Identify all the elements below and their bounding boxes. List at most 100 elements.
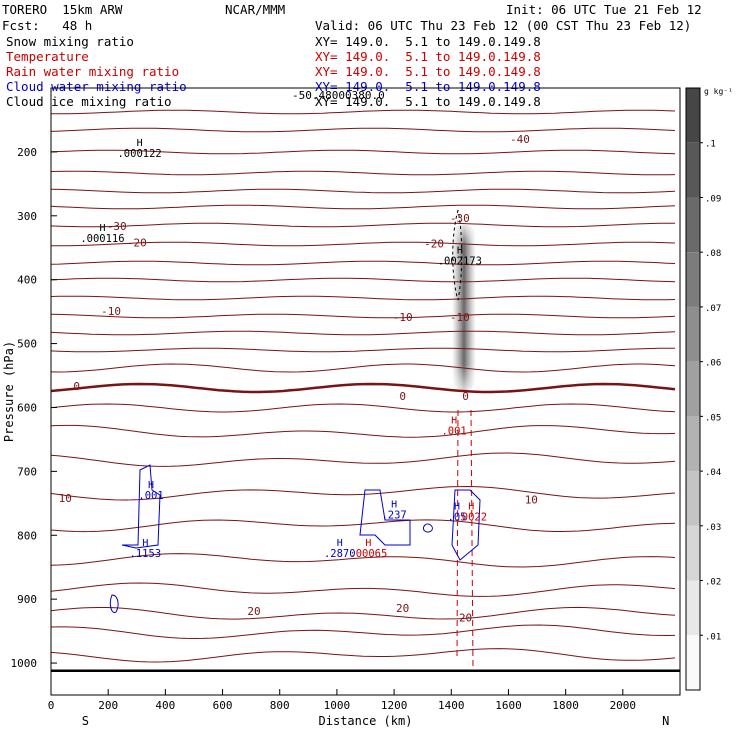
x-tick-label: 200 xyxy=(98,699,118,712)
temperature-label: -40 xyxy=(510,133,530,146)
colorbar-segment xyxy=(686,197,700,253)
temperature-label: 20 xyxy=(459,612,472,625)
colorbar-segment xyxy=(686,471,700,526)
isotherm-line xyxy=(51,313,676,319)
isotherm-line xyxy=(51,403,676,413)
y-tick-label: 900 xyxy=(17,593,37,606)
colorbar-segment xyxy=(686,525,700,581)
rain-contour xyxy=(456,409,459,661)
maximum-h-marker: H xyxy=(99,223,105,234)
maximum-h-marker: H xyxy=(454,502,460,513)
isotherm-line xyxy=(51,204,676,210)
y-axis-label: Pressure (hPa) xyxy=(2,341,16,442)
rain-contour xyxy=(470,409,474,671)
x-tick-label: 1800 xyxy=(552,699,579,712)
temperature-label: -10 xyxy=(393,311,413,324)
temperature-label: 20 xyxy=(247,605,260,618)
x-end-label-left: S xyxy=(82,714,89,728)
colorbar-tick-label: .04 xyxy=(705,468,721,478)
isotherm-line xyxy=(51,485,676,501)
valid-time: Valid: 06 UTC Thu 23 Feb 12 (00 CST Thu … xyxy=(315,18,692,33)
maximum-value-label: .2870 xyxy=(324,548,356,560)
field-xy-snow: XY= 149.0. 5.1 to 149.0.149.8 xyxy=(315,34,541,49)
field-xy-temperature: XY= 149.0. 5.1 to 149.0.149.8 xyxy=(315,49,541,64)
isotherm-line xyxy=(51,347,675,353)
isotherm-line xyxy=(51,452,676,467)
temperature-label: 20 xyxy=(396,602,409,615)
colorbar-segment xyxy=(686,142,700,198)
colorbar-segment xyxy=(686,416,700,472)
isotherm-line xyxy=(51,424,676,438)
colorbar-unit: g kg⁻¹ xyxy=(704,87,733,96)
colorbar-segment xyxy=(686,88,700,143)
temperature-label: 10 xyxy=(59,492,72,505)
maximum-value-label: .000116 xyxy=(80,233,124,245)
isotherm-line xyxy=(51,149,676,155)
colorbar-tick-label: .07 xyxy=(705,304,721,314)
x-tick-label: 1000 xyxy=(324,699,351,712)
colorbar-frame xyxy=(685,87,701,691)
maximum-h-marker: H xyxy=(451,415,457,426)
y-tick-label: 200 xyxy=(17,146,37,159)
field-xy-rain: XY= 149.0. 5.1 to 149.0.149.8 xyxy=(315,64,541,79)
temperature-label: 10 xyxy=(525,493,538,506)
isotherm-line xyxy=(51,277,676,283)
x-tick-label: 2000 xyxy=(610,699,637,712)
isotherm-line xyxy=(51,241,676,247)
colorbar-tick-label: .03 xyxy=(705,523,721,533)
maximum-value-label: .1153 xyxy=(130,548,162,560)
maximum-value-label: .001 xyxy=(441,425,466,437)
maximum-h-marker: H xyxy=(457,245,463,256)
x-tick-label: 1200 xyxy=(381,699,408,712)
isotherm-line xyxy=(51,624,676,640)
isotherm-line xyxy=(51,519,676,533)
x-tick-label: 400 xyxy=(155,699,175,712)
x-end-label-right: N xyxy=(662,714,669,728)
maximum-value-label: .001 xyxy=(138,490,163,502)
maximum-h-marker: H xyxy=(337,538,343,549)
field-name-rain: Rain water mixing ratio xyxy=(6,64,180,79)
forecast-hour: Fcst: 48 h xyxy=(2,18,93,33)
cloud-water-contour xyxy=(109,594,119,614)
colorbar-tick-label: .09 xyxy=(705,194,721,204)
colorbar: .1 .09 .08 .07 .06 .05 .04 .03 .02 .01 g kg⁻¹ xyxy=(685,87,733,691)
colorbar-tick-label: .02 xyxy=(705,578,721,588)
y-tick-label: 600 xyxy=(17,401,37,414)
colorbar-segment xyxy=(686,252,700,307)
maximum-value-label: .237 xyxy=(381,510,406,522)
init-time: Init: 06 UTC Tue 21 Feb 12 xyxy=(506,2,702,17)
cloud-ice-shading xyxy=(452,225,476,390)
colorbar-segment xyxy=(686,306,700,362)
isotherm-line xyxy=(51,363,676,373)
temperature-label: 0 xyxy=(462,390,469,403)
isotherm-line xyxy=(51,582,676,597)
x-tick-label: 0 xyxy=(48,699,55,712)
cloud-water-contour xyxy=(422,523,433,533)
y-tick-label: 500 xyxy=(17,338,37,351)
model-title: TORERO 15km ARW xyxy=(2,2,123,17)
colorbar-tick-label: .05 xyxy=(705,413,721,423)
isotherm-line xyxy=(51,222,675,228)
maximum-h-marker: H xyxy=(365,538,371,549)
x-tick-label: 1600 xyxy=(495,699,522,712)
colorbar-segment xyxy=(686,580,700,636)
colorbar-tick-label: .01 xyxy=(705,632,721,642)
isotherm-line xyxy=(51,382,676,394)
isotherm-line xyxy=(51,260,676,266)
y-tick-label: 1000 xyxy=(11,657,38,670)
maximum-value-label: .002173 xyxy=(438,255,482,267)
field-xy-cloud-ice: XY= 149.0. 5.1 to 149.0.149.8 xyxy=(315,94,541,109)
plot-frame xyxy=(50,87,681,696)
temperature-label: 0 xyxy=(399,390,406,403)
maximum-value-label: .00065 xyxy=(349,548,387,560)
isotherm-line xyxy=(51,553,676,568)
temperature-label: 0 xyxy=(73,380,80,393)
colorbar-segment xyxy=(686,361,700,417)
maximum-h-marker: H xyxy=(391,500,397,511)
snow-contour xyxy=(452,209,463,301)
maximum-h-marker: H xyxy=(142,538,148,549)
temperature-label: -10 xyxy=(101,305,121,318)
colorbar-tick-label: .06 xyxy=(705,359,721,369)
colorbar-tick-label: .08 xyxy=(705,249,721,259)
